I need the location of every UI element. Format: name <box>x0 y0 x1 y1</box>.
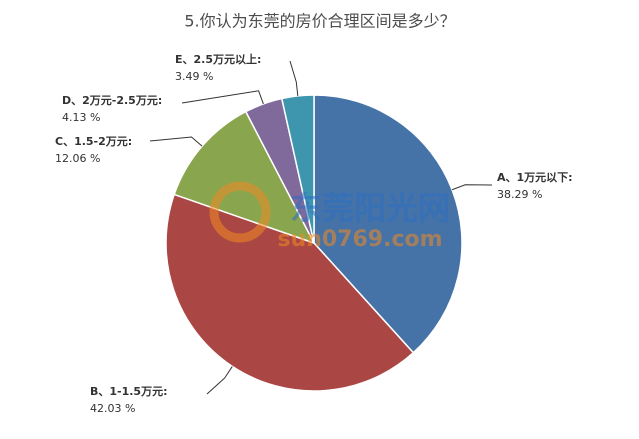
connector <box>181 90 264 105</box>
watermark: 东莞阳光网 sun0769.com <box>209 181 450 252</box>
slice-label: A、1万元以下: <box>497 171 573 184</box>
pie-slice <box>165 193 415 392</box>
connector <box>149 136 203 147</box>
pie-slice <box>280 94 315 244</box>
value-label: 38.29 % <box>497 188 542 201</box>
connector <box>289 60 299 96</box>
value-label: 4.13 % <box>62 111 100 124</box>
connector <box>206 366 233 395</box>
value-label: 3.49 % <box>175 70 213 83</box>
watermark-logo <box>209 181 271 243</box>
pie-slice <box>313 94 463 354</box>
connector <box>451 184 493 191</box>
pie-slice <box>173 110 316 245</box>
value-label: 12.06 % <box>55 152 100 165</box>
pie <box>149 60 493 395</box>
slice-label: D、2万元-2.5万元: <box>62 94 162 107</box>
watermark-text: 东莞阳光网 <box>290 189 450 227</box>
slice-label: E、2.5万元以上: <box>175 52 261 66</box>
chart-title: 5.你认为东莞的房价合理区间是多少？ <box>184 12 455 31</box>
watermark-url: sun0769.com <box>277 227 442 252</box>
value-label: 42.03 % <box>90 402 135 415</box>
slice-label: B、1-1.5万元: <box>90 385 168 398</box>
slice-label: C、1.5-2万元: <box>55 135 132 148</box>
